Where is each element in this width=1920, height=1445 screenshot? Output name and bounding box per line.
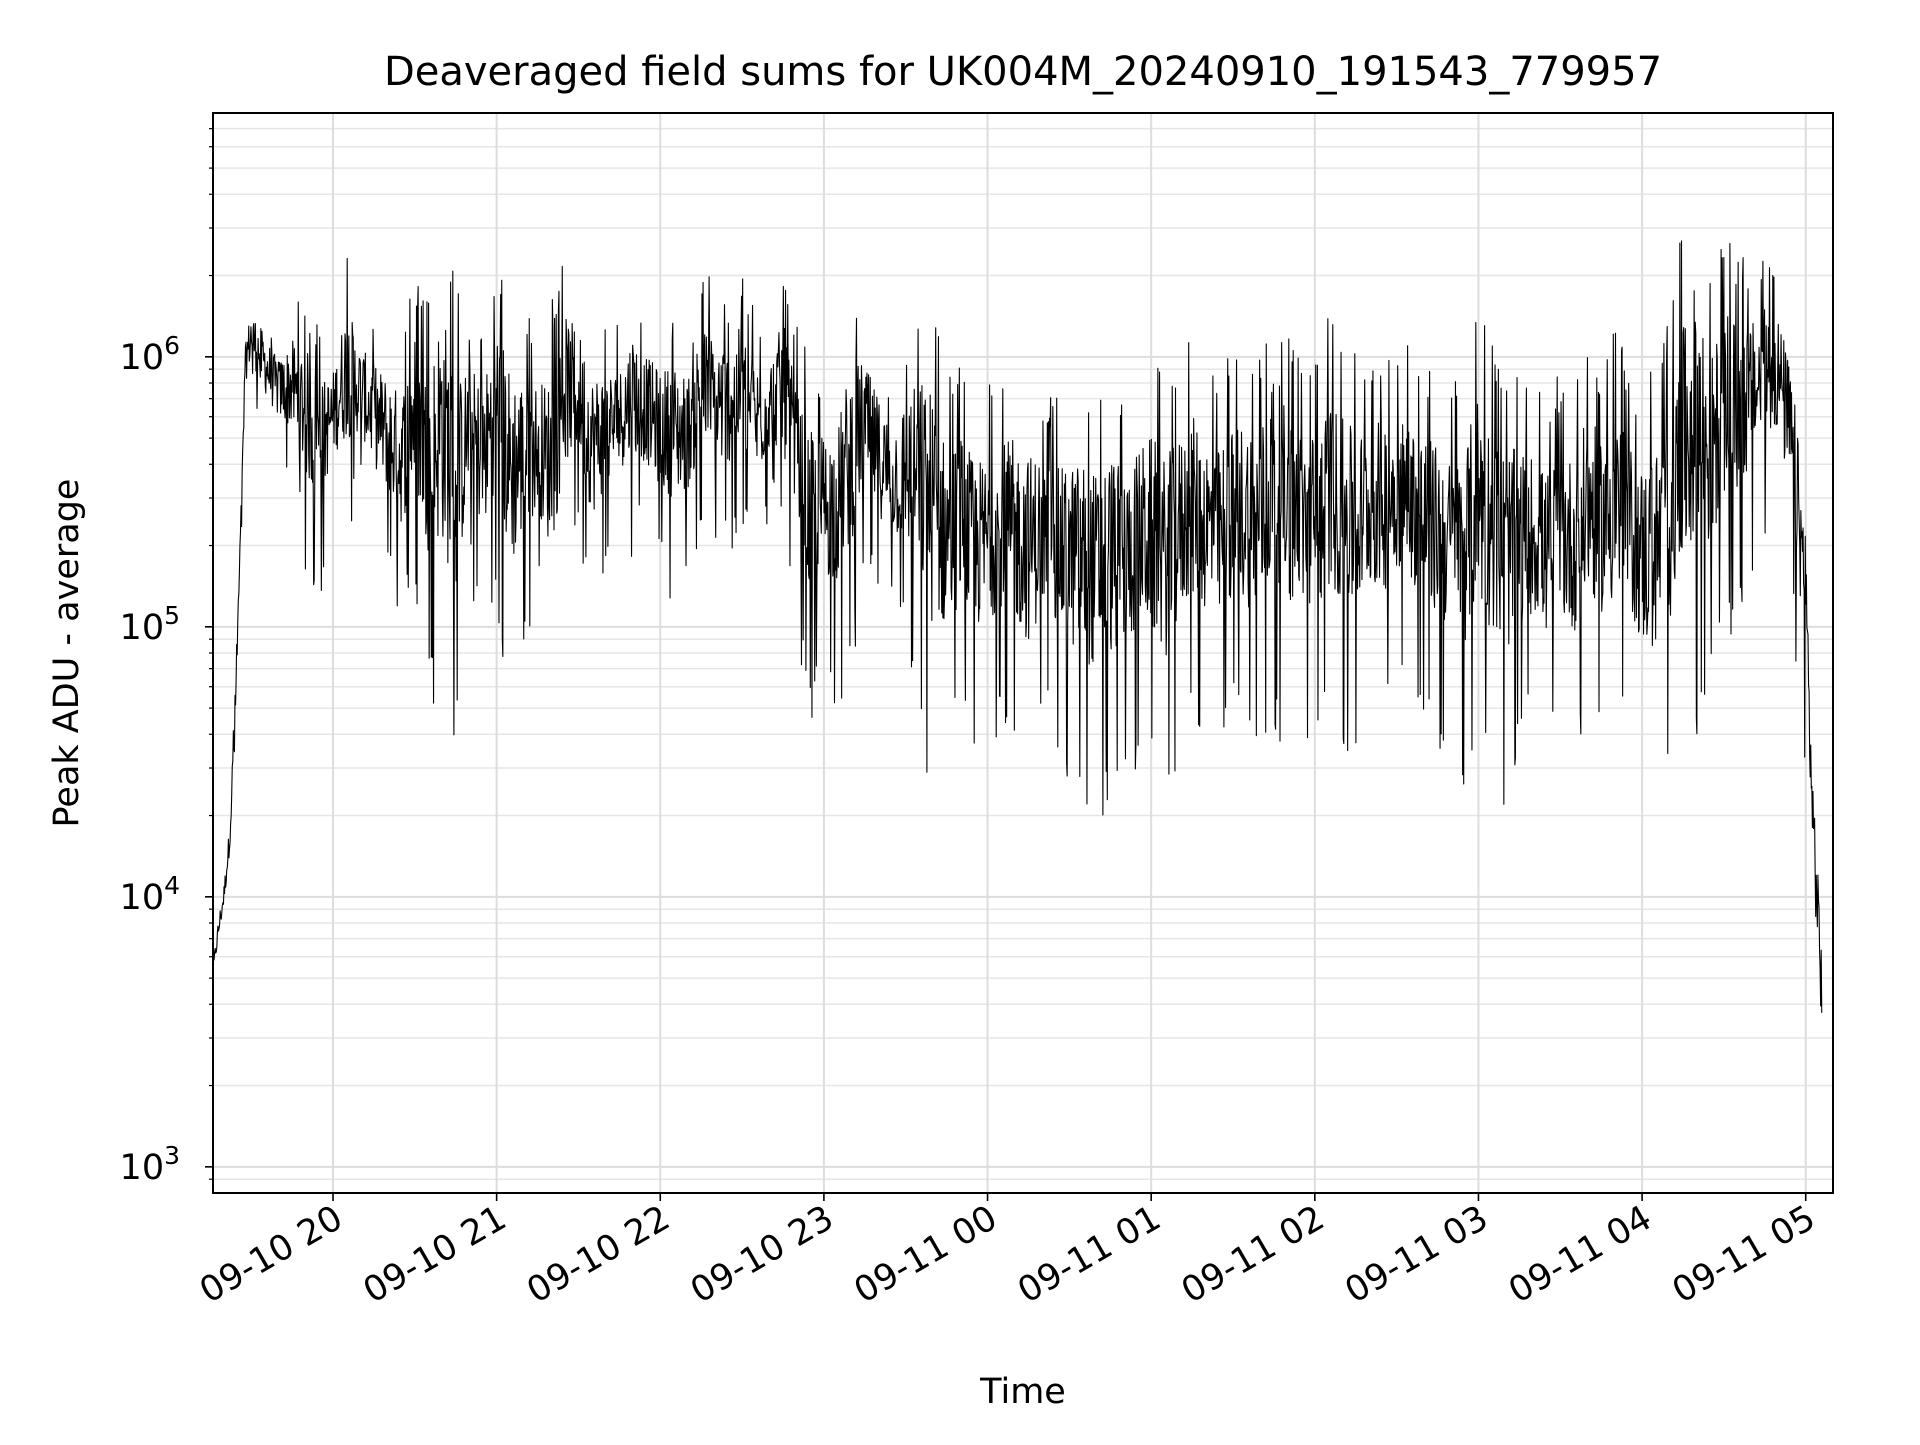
y-tick-label: 106 — [120, 331, 180, 378]
y-axis-label: Peak ADU - average — [47, 479, 87, 828]
series-line — [212, 240, 1823, 1013]
x-axis-label: Time — [979, 1372, 1066, 1412]
y-tick-label: 105 — [120, 601, 180, 648]
y-tick-label: 103 — [120, 1141, 180, 1188]
data-series — [212, 240, 1823, 1013]
chart-title: Deaveraged field sums for UK004M_2024091… — [384, 49, 1662, 95]
y-tick-label: 104 — [120, 871, 180, 918]
